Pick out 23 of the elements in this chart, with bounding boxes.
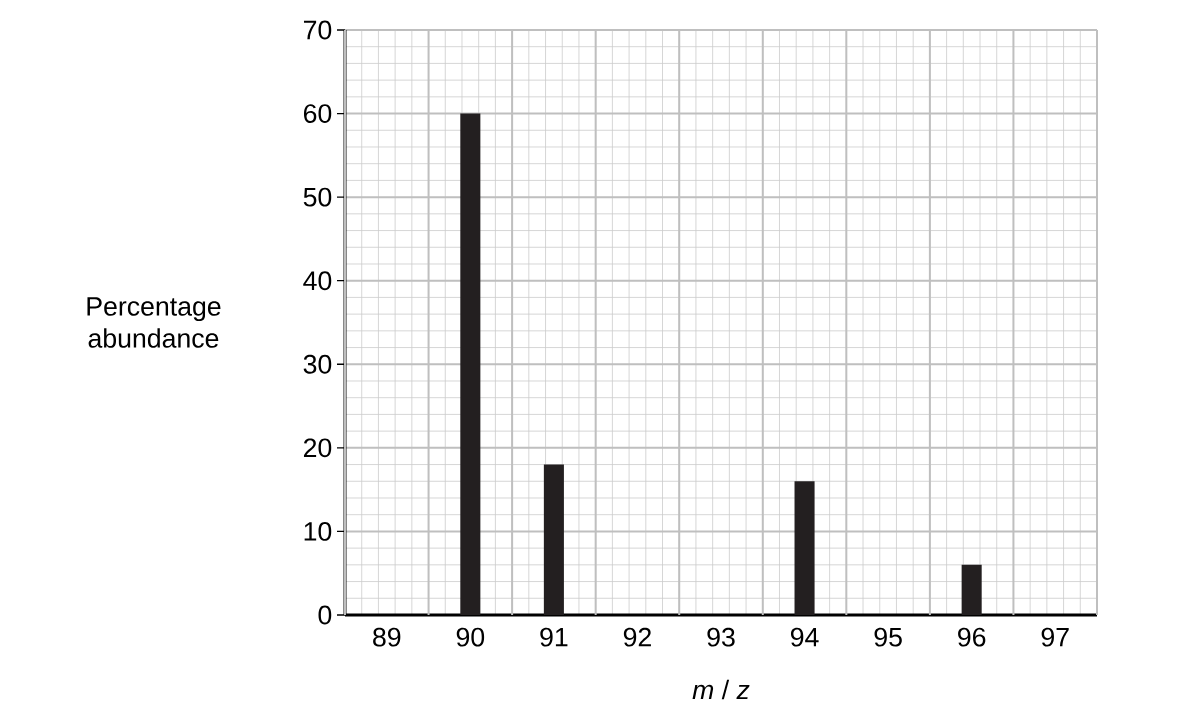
x-tick-label: 93 [707, 627, 735, 647]
y-tick-label: 10 [304, 521, 332, 541]
y-tick-label: 70 [303, 20, 332, 40]
y-tick-label: 50 [303, 187, 332, 207]
y-tick-label: 20 [303, 438, 332, 458]
x-tick-label: 90 [456, 627, 485, 647]
x-tick-label: 96 [958, 627, 986, 647]
x-tick-label: 95 [874, 627, 902, 647]
x-tick-label: 91 [540, 627, 568, 647]
x-tick-label: 89 [373, 627, 401, 647]
x-tick-label: 97 [1041, 627, 1069, 647]
y-tick-label: 60 [303, 104, 332, 123]
x-tick-label: 94 [790, 627, 819, 647]
y-axis-title: Percentage abundance [87, 297, 221, 348]
y-tick-label: 0 [318, 605, 332, 625]
bar [794, 481, 815, 615]
bar [961, 564, 982, 615]
y-tick-label: 40 [303, 271, 332, 291]
bar [460, 113, 481, 615]
y-tick-label: 30 [303, 354, 332, 374]
bar [543, 464, 564, 615]
x-axis-title: m / z [692, 679, 750, 700]
x-tick-label: 92 [623, 627, 651, 647]
